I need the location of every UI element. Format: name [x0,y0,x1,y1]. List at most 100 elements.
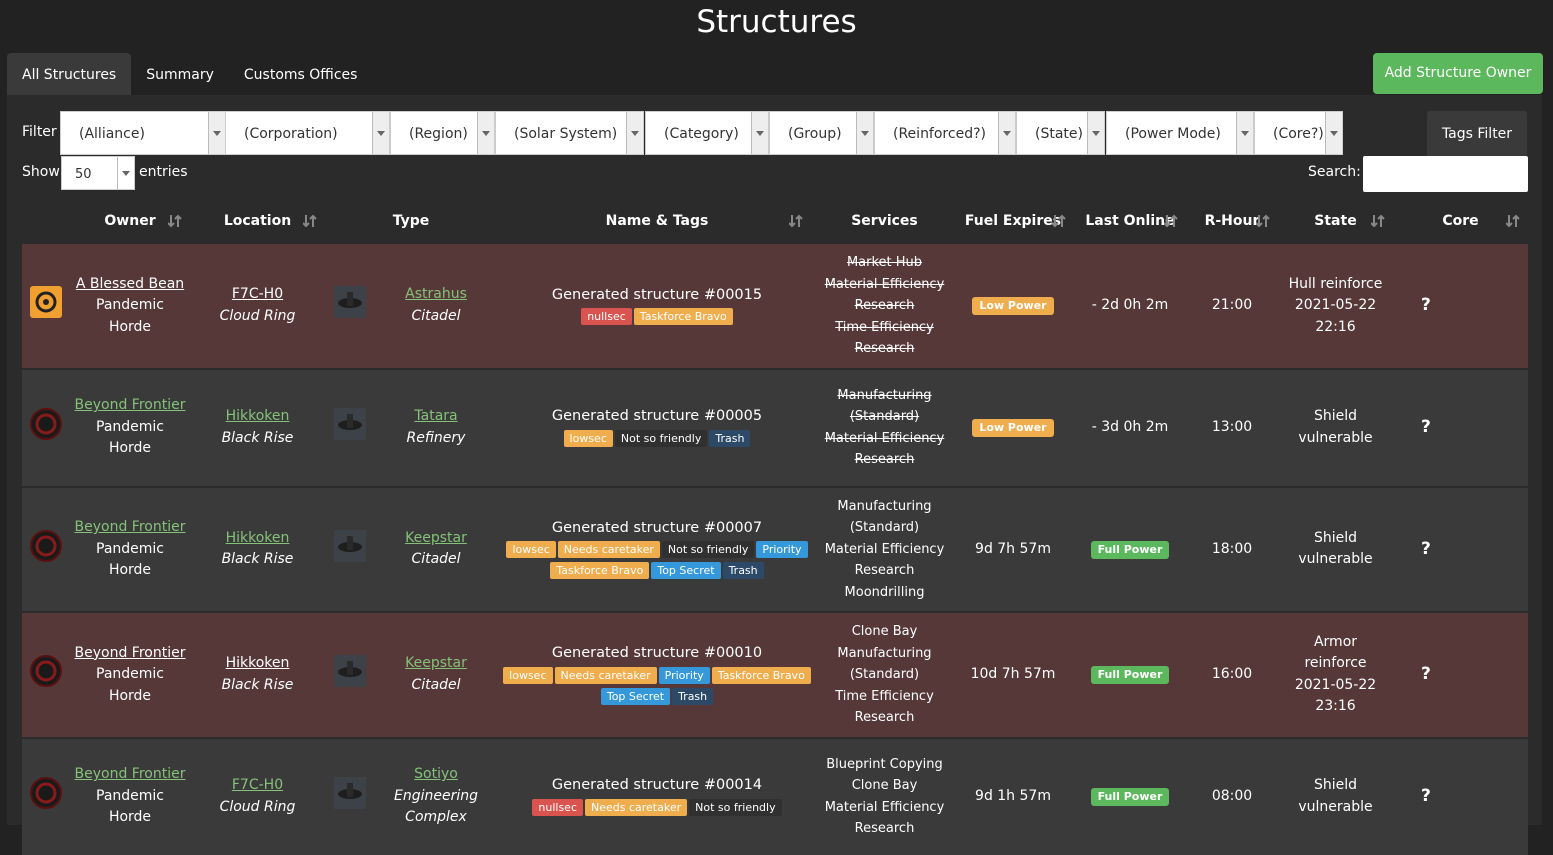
corporation-link[interactable]: Beyond Frontier [74,766,186,783]
services-cell: Market Hub Material Efficiency Research Ti… [817,242,952,369]
tag[interactable]: Priority [756,541,808,558]
column-title: Location [223,213,292,229]
tag[interactable]: Not so friendly [614,429,708,447]
type-link[interactable]: Astrahus [405,286,467,303]
fuel: 9d 7h 57m [975,540,1051,557]
owner-icon-cell [22,367,70,487]
search-input[interactable] [1363,156,1528,192]
system-link[interactable]: Hikkoken [225,408,290,424]
structure-row: Beyond Frontier Pandemic Horde Hikkoken Bla… [22,485,1528,612]
type-thumbnail [334,286,366,318]
sort-icon [788,214,803,228]
filter-text: (Region) [409,126,468,142]
filter-select[interactable]: (Group) [769,111,874,155]
tag[interactable]: Taskforce Bravo [711,666,811,684]
owner-cell: Beyond Frontier Pandemic Horde [70,367,190,487]
system-link[interactable]: F7C-H0 [231,286,284,303]
tab[interactable]: All Structures [7,53,132,95]
column-header[interactable]: State [1278,200,1393,243]
sort [1051,214,1066,232]
service: Material Efficiency Research [824,541,945,579]
sort [788,214,803,232]
sort-icon [302,214,317,228]
tag[interactable]: Priority [658,666,710,684]
corporation-link[interactable]: Beyond Frontier [74,519,186,535]
column-title: Services [851,213,918,229]
tag[interactable]: nullsec [532,798,583,816]
state: Armor reinforce 2021-05-22 23:16 [1278,611,1393,738]
tag[interactable]: Not so friendly [661,541,755,558]
last-online-cell: - 2d 0h 2m [1074,242,1186,369]
caret [1087,112,1104,154]
last-online-cell: Full Power [1074,485,1186,612]
column-header[interactable]: R-Hour [1186,200,1278,243]
tag[interactable]: lowsec [506,541,556,558]
column-header[interactable]: Owner [70,200,190,243]
filter-select[interactable]: (Solar System) [495,111,644,155]
add-structure-owner-button[interactable]: Add Structure Owner [1373,53,1543,94]
core: ? [1393,611,1528,738]
type-link[interactable]: Sotiyo [414,766,458,783]
core: ? [1393,736,1528,855]
tag[interactable]: Trash [672,687,714,705]
column-header[interactable]: Name & Tags [497,200,817,243]
filter-select[interactable]: (Core?) [1254,111,1343,155]
system-link[interactable]: Hikkoken [225,655,290,672]
column-header[interactable]: Type [325,200,497,243]
caret [1236,112,1253,154]
tag[interactable]: Trash [722,562,764,579]
tags-filter-button[interactable]: Tags Filter [1427,111,1527,157]
filter-select[interactable]: (Reinforced?) [874,111,1016,155]
system-link[interactable]: F7C-H0 [231,777,284,793]
filter-select[interactable]: (Corporation) [225,111,390,155]
alliance: Pandemic Horde [96,418,164,457]
column-title: Fuel Expires [964,213,1062,229]
sort-icon [1163,214,1178,228]
tag[interactable]: Top Secret [600,687,671,705]
filter-select[interactable]: (State) [1016,111,1105,155]
group: Citadel [411,551,461,568]
type-link[interactable]: Keepstar [405,529,467,546]
tag[interactable]: Not so friendly [689,798,782,816]
tag[interactable]: Taskforce Bravo [633,308,733,325]
tab[interactable]: Summary [146,67,214,83]
corporation-link[interactable]: Beyond Frontier [74,644,186,661]
column-header[interactable]: Fuel Expires [952,200,1074,243]
tag[interactable]: lowsec [563,429,613,447]
column-header[interactable]: Location [190,200,325,243]
type-link[interactable]: Tatara [414,408,458,424]
owner-cell: Beyond Frontier Pandemic Horde [70,611,190,738]
column-header[interactable]: Services [817,200,952,243]
sort-icon [1051,214,1066,228]
filter-select[interactable]: (Alliance) [60,111,226,155]
tag[interactable]: Needs caretaker [585,798,688,816]
structure-name: Generated structure #00014 [551,777,763,794]
filter-select[interactable]: (Power Mode) [1106,111,1254,155]
tag[interactable]: Needs caretaker [557,541,660,558]
sort-icon [1505,214,1520,228]
services-cell: Manufacturing (Standard) Material Efficie… [817,367,952,487]
type-link[interactable]: Keepstar [405,655,467,672]
filter-select[interactable]: (Category) [645,111,769,155]
corporation-link[interactable]: Beyond Frontier [74,397,186,414]
column-header[interactable]: Core [1393,200,1528,243]
state: Hull reinforce 2021-05-22 22:16 [1278,242,1393,369]
column-header[interactable]: Last Online [1074,200,1186,243]
tag[interactable]: lowsec [503,666,553,684]
services-cell: Manufacturing (Standard) Material Efficie… [817,485,952,612]
filter-text: (Reinforced?) [893,126,986,142]
system-link[interactable]: Hikkoken [225,529,290,546]
tag[interactable]: nullsec [581,308,632,325]
tag[interactable]: Trash [709,429,751,447]
service: Material Efficiency Research [824,276,945,314]
tab[interactable]: Customs Offices [243,67,358,83]
corporation-link[interactable]: A Blessed Bean [75,275,185,292]
page-size-select[interactable]: 50 [61,156,135,190]
tag[interactable]: Taskforce Bravo [550,562,650,579]
name-tags-cell: Generated structure #00005 lowsec Not so f… [497,367,817,487]
filter-select[interactable]: (Region) [390,111,495,155]
tag[interactable]: Needs caretaker [554,666,657,684]
caret [117,157,134,189]
structure-row: Beyond Frontier Pandemic Horde F7C-H0 Cloud… [22,736,1528,855]
tag[interactable]: Top Secret [651,562,721,579]
